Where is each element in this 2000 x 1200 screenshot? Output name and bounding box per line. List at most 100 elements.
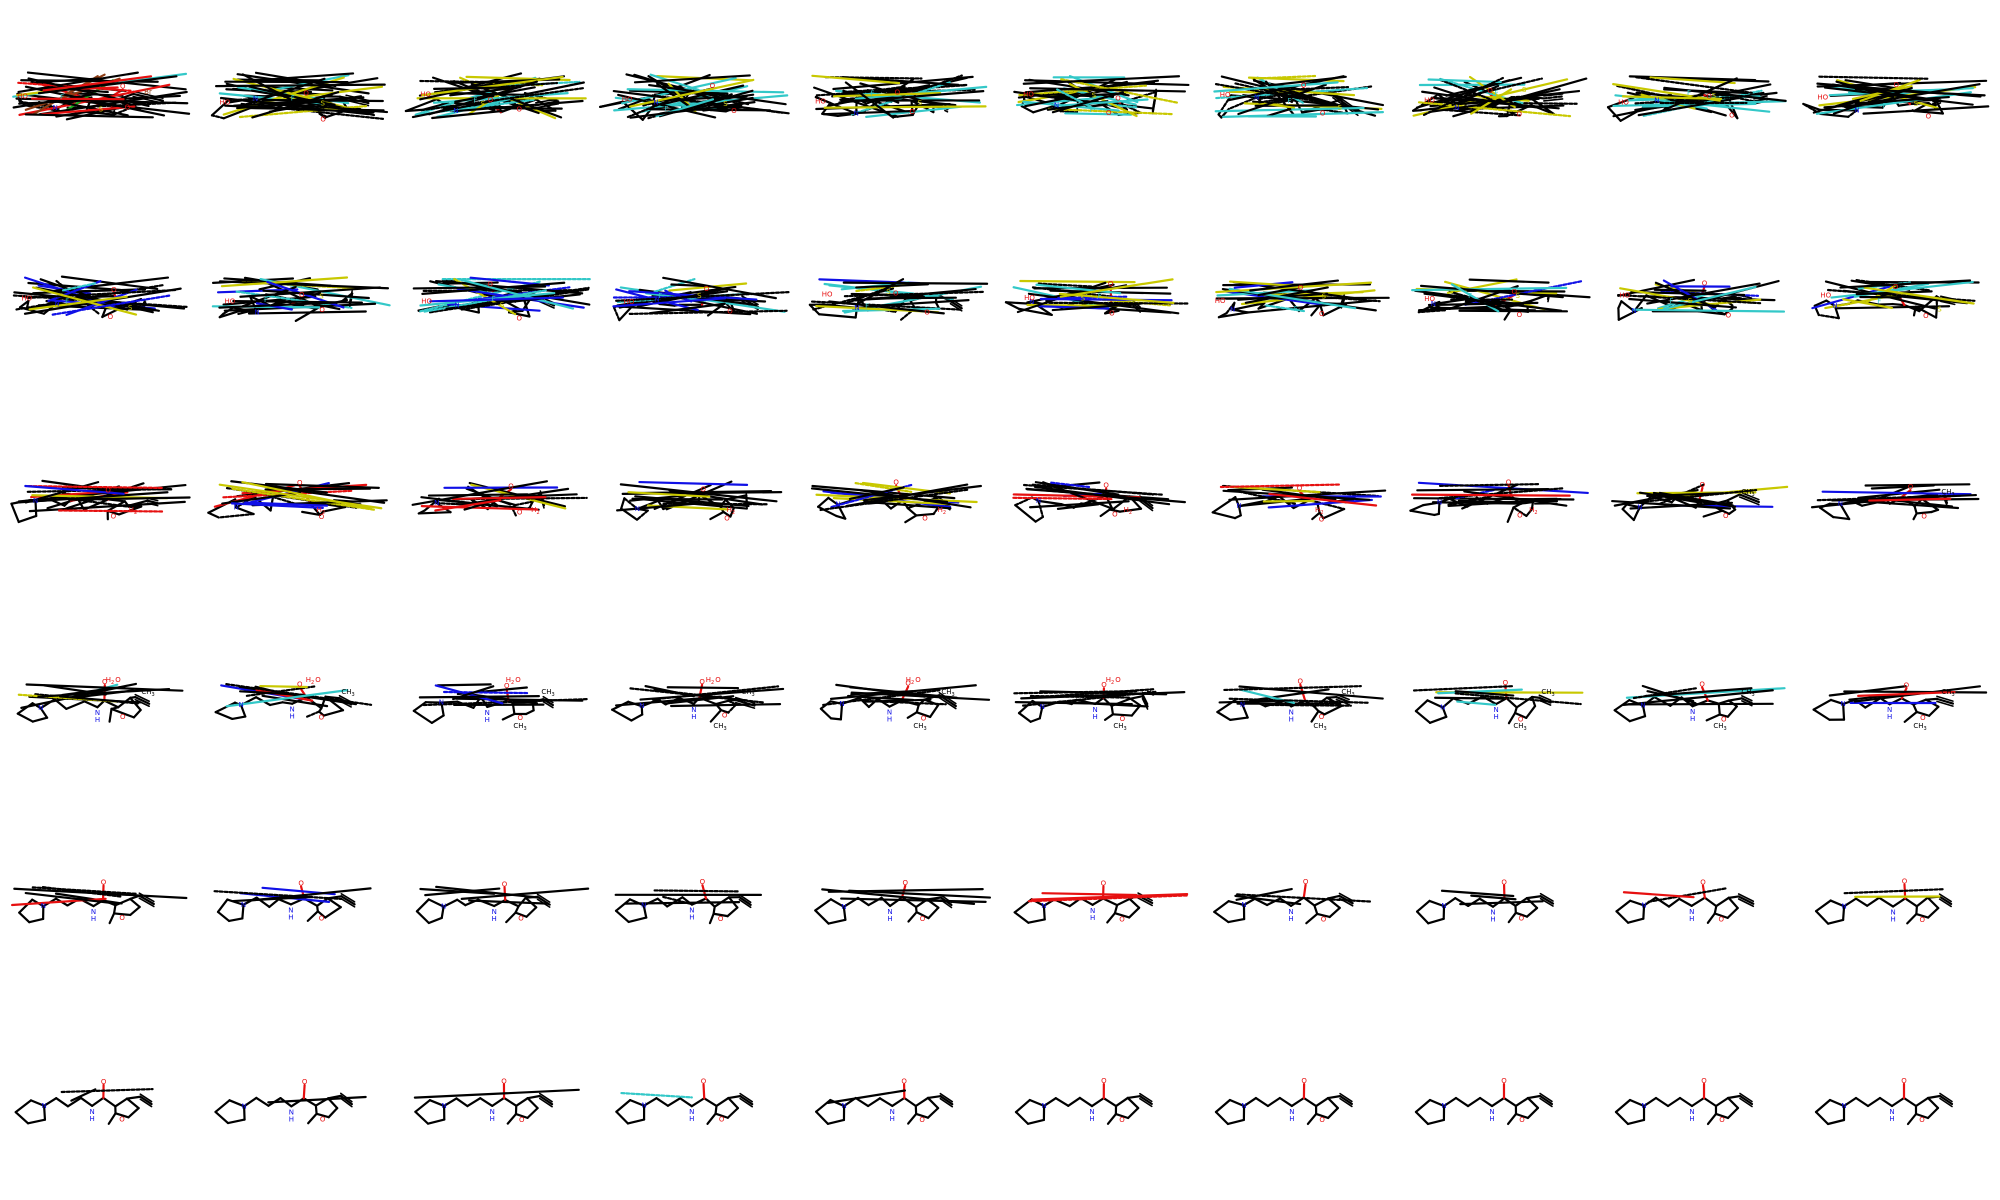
bond <box>1227 917 1246 924</box>
nitrogen-label: N <box>1454 104 1459 112</box>
bond <box>1606 106 1622 122</box>
noise-bond <box>826 1089 907 1104</box>
noise-bond <box>1857 690 1956 698</box>
amide-nitrogen-label: N <box>890 1108 895 1116</box>
ether-oxygen-label: O <box>1519 1116 1525 1124</box>
amide-nitrogen-label: N <box>1289 708 1294 716</box>
bond <box>1241 703 1249 719</box>
noise-bond <box>1823 86 1974 106</box>
noise-bond <box>842 281 989 285</box>
bond <box>1615 899 1632 913</box>
water-label: H2 <box>1315 506 1323 516</box>
amide-nitrogen-label: N <box>89 1108 94 1116</box>
bond <box>1313 904 1319 916</box>
carbonyl-oxygen-label: O <box>704 285 710 293</box>
amide-hydrogen-label: H <box>1689 1115 1694 1123</box>
nitrogen-label: N <box>241 1102 246 1110</box>
amide-nitrogen-label: N <box>1887 706 1892 714</box>
triple-bond <box>535 98 560 104</box>
noise-bond <box>670 283 705 288</box>
noise-bond <box>842 89 910 114</box>
bond <box>915 711 932 719</box>
noise-bond <box>1039 690 1168 696</box>
noise-bond <box>264 482 380 489</box>
noise-bond <box>1268 492 1378 507</box>
trajectory-frame: N O O H2 <box>800 400 1000 600</box>
hydroxyl-label: HO <box>219 98 230 106</box>
nitrogen-label: N <box>439 699 444 707</box>
carbonyl-oxygen-label: O <box>105 487 111 495</box>
amide-hydrogen-label: H <box>1090 914 1095 922</box>
bond <box>1903 710 1918 723</box>
noise-bond <box>1619 287 1715 306</box>
methyl-label: CH3 <box>941 688 954 698</box>
bond <box>214 711 234 721</box>
bond <box>301 510 322 517</box>
ether-oxygen-label: O <box>1321 915 1327 923</box>
bond <box>1017 711 1032 723</box>
bond <box>1526 1094 1542 1100</box>
bond <box>129 905 141 917</box>
bond <box>1104 309 1120 315</box>
fluorine-label: F <box>870 89 874 97</box>
bond <box>226 1118 246 1125</box>
water-oxygen-label: O <box>515 676 521 684</box>
bond <box>932 507 939 516</box>
bond <box>125 1097 140 1110</box>
bond <box>10 502 20 524</box>
bond <box>1842 698 1857 706</box>
bond <box>1129 697 1142 707</box>
noise-bond <box>1037 282 1093 288</box>
triple-bond <box>139 1093 153 1103</box>
noise-bond <box>1419 284 1564 299</box>
ether-oxygen-label: O <box>1920 714 1926 722</box>
noise-bond <box>1012 496 1114 501</box>
triple-bond <box>139 1098 153 1108</box>
bond <box>1666 1096 1682 1108</box>
bond <box>1322 507 1346 520</box>
bond <box>404 98 438 113</box>
bond <box>435 501 458 506</box>
bond <box>114 897 132 907</box>
noise-bond <box>1047 107 1173 116</box>
bond <box>456 898 467 907</box>
bond <box>55 1097 70 1108</box>
bond <box>927 906 940 920</box>
triple-bond <box>340 1097 353 1108</box>
noise-bond <box>261 98 384 103</box>
noise-bond <box>1451 84 1500 106</box>
bond <box>1014 1098 1031 1114</box>
noise-bond <box>1242 299 1377 314</box>
ether-oxygen-label: O <box>724 514 730 522</box>
trajectory-frame: N O O HO F S <box>800 0 1000 200</box>
nitrogen-label: N <box>1440 703 1445 711</box>
noise-bond <box>1228 697 1371 704</box>
bond <box>1726 1106 1740 1120</box>
bond <box>217 512 255 519</box>
trajectory-frame: N O O H2 <box>400 400 600 600</box>
bond <box>1713 912 1729 919</box>
carbonyl-oxygen-label: O <box>1902 878 1908 886</box>
noise-bond <box>1629 501 1734 510</box>
noise-bond <box>1647 887 1728 903</box>
carbonyl-oxygen-label: O <box>1700 879 1706 887</box>
bond <box>1027 918 1046 924</box>
carbonyl-oxygen-label: O <box>1700 481 1706 489</box>
bond <box>817 505 838 518</box>
amide-hydrogen-label: H <box>89 1115 94 1123</box>
molecule-drawing: N O O HO F S <box>1811 279 1980 320</box>
noise-bond <box>42 75 153 92</box>
fluorine-label: F <box>473 97 477 105</box>
bond <box>835 514 847 520</box>
bond <box>1427 917 1445 925</box>
noise-bond <box>70 1088 97 1102</box>
noise-bond <box>840 897 987 903</box>
bond <box>1826 918 1845 925</box>
amide-hydrogen-label: H <box>485 716 490 724</box>
fluorine-label: F <box>865 302 869 310</box>
ether-oxygen-label: O <box>111 513 117 521</box>
bond <box>1530 500 1535 511</box>
